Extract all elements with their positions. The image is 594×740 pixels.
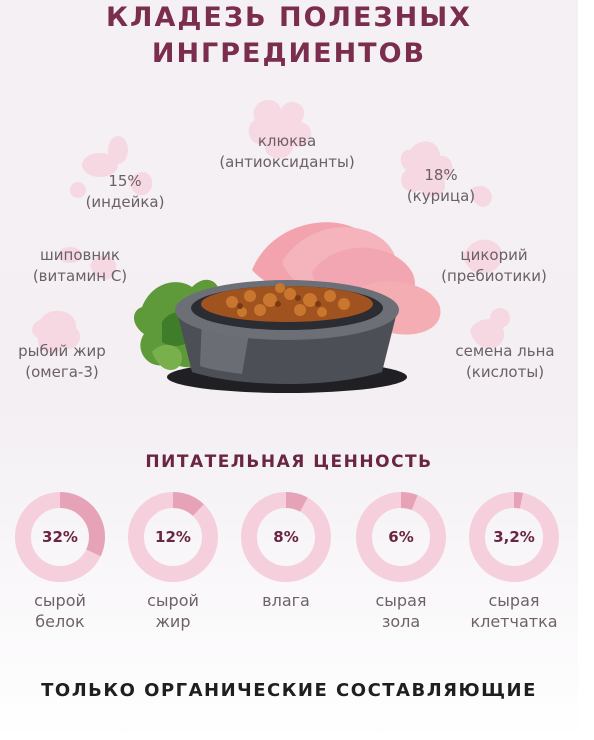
page-title-line-2: ИНГРЕДИЕНТОВ xyxy=(151,38,427,69)
right-edge-strip xyxy=(578,0,594,740)
ingredient-name: рыбий жир xyxy=(18,342,106,360)
pink-decor-icons xyxy=(32,99,510,353)
ingredient-fish-oil: рыбий жир (омега-3) xyxy=(0,341,157,383)
donut-chart-icon xyxy=(241,492,331,582)
donut-chart-icon xyxy=(15,492,105,582)
nutrition-label-ash: сырая зола xyxy=(346,590,456,632)
nutrition-label-line: влага xyxy=(262,591,310,610)
ingredient-flax-seeds: семена льна (кислоты) xyxy=(410,341,594,383)
nutrition-title: ПИТАТЕЛЬНАЯ ЦЕННОСТЬ xyxy=(145,452,433,472)
nutrition-label-line: сырой xyxy=(34,591,86,610)
nutrition-ring-protein: 32% xyxy=(14,491,106,583)
ingredient-name: семена льна xyxy=(455,342,555,360)
nutrition-label-line: сырая xyxy=(488,591,540,610)
ingredient-note: (курица) xyxy=(406,187,476,205)
ingredient-name: 15% xyxy=(108,172,142,190)
nutrition-value: 6% xyxy=(388,528,414,546)
nutrition-label-line: сырая xyxy=(375,591,427,610)
nutrition-value: 12% xyxy=(155,528,191,546)
donut-arc xyxy=(15,492,105,582)
ingredient-name: цикорий xyxy=(460,246,528,264)
nutrition-label-moisture: влага xyxy=(231,590,341,611)
ingredient-chicken: 18% (курица) xyxy=(346,165,536,207)
ingredient-note: (омега-3) xyxy=(25,363,99,381)
ingredient-note: (пребиотики) xyxy=(441,267,547,285)
nutrition-label-line: зола xyxy=(381,612,421,631)
donut-chart-icon xyxy=(128,492,218,582)
donut-arc xyxy=(241,492,331,582)
nutrition-ring-moisture: 8% xyxy=(240,491,332,583)
nutrition-label-fiber: сырая клетчатка xyxy=(459,590,569,632)
nutrition-label-line: клетчатка xyxy=(470,612,558,631)
nutrition-label-protein: сырой белок xyxy=(5,590,115,632)
donut-arc xyxy=(469,492,559,582)
nutrition-ring-ash: 6% xyxy=(355,491,447,583)
ingredient-name: клюква xyxy=(257,132,317,150)
ingredient-note: (индейка) xyxy=(85,193,165,211)
ingredient-note: (витамин С) xyxy=(32,267,128,285)
donut-arc xyxy=(128,492,218,582)
ingredient-name: шиповник xyxy=(40,246,120,264)
ingredient-note: (кислоты) xyxy=(465,363,545,381)
ingredient-note: (антиоксиданты) xyxy=(219,153,355,171)
donut-chart-icon xyxy=(356,492,446,582)
ingredient-rosehip: шиповник (витамин С) xyxy=(0,245,175,287)
food-bowl-illustration xyxy=(134,222,441,393)
page-title-line-1: КЛАДЕЗЬ ПОЛЕЗНЫХ xyxy=(105,2,473,33)
nutrition-label-line: белок xyxy=(35,612,85,631)
nutrition-label-fat: сырой жир xyxy=(118,590,228,632)
footer-slogan: ТОЛЬКО ОРГАНИЧЕСКИЕ СОСТАВЛЯЮЩИЕ xyxy=(41,680,537,701)
nutrition-value: 3,2% xyxy=(493,528,535,546)
donut-arc xyxy=(356,492,446,582)
nutrition-label-line: жир xyxy=(155,612,191,631)
ingredient-name: 18% xyxy=(424,166,458,184)
nutrition-ring-fiber: 3,2% xyxy=(468,491,560,583)
nutrition-ring-fat: 12% xyxy=(127,491,219,583)
ingredient-cranberry: клюква (антиоксиданты) xyxy=(192,131,382,173)
ingredient-chicory: цикорий (пребиотики) xyxy=(399,245,589,287)
ingredient-turkey: 15% (индейка) xyxy=(30,171,220,213)
nutrition-value: 32% xyxy=(42,528,78,546)
nutrition-label-line: сырой xyxy=(147,591,199,610)
donut-chart-icon xyxy=(469,492,559,582)
nutrition-value: 8% xyxy=(273,528,299,546)
